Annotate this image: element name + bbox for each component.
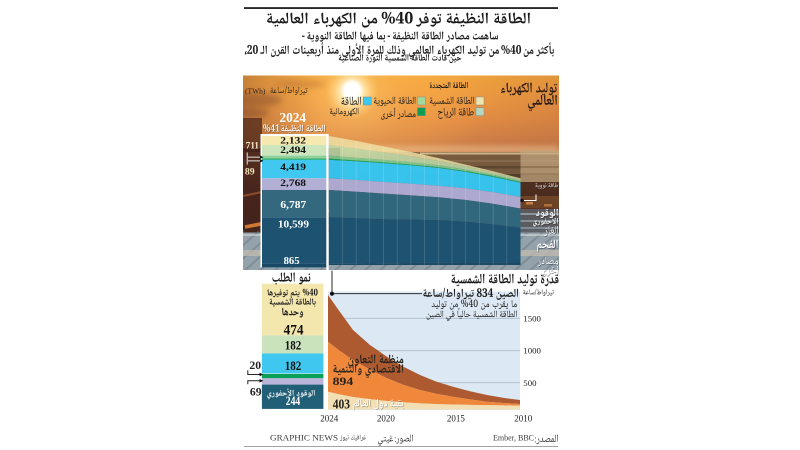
- svg-text:20: 20: [249, 360, 261, 372]
- svg-text:(TWh): (TWh): [245, 86, 266, 95]
- svg-text:182: 182: [285, 358, 302, 373]
- svg-text:4,419: 4,419: [280, 162, 306, 172]
- svg-text:89: 89: [245, 167, 255, 177]
- svg-text:1000: 1000: [523, 345, 541, 355]
- svg-text:865: 865: [284, 255, 300, 267]
- svg-text:403: 403: [333, 397, 350, 412]
- svg-text:2010: 2010: [514, 414, 533, 424]
- svg-text:2,768: 2,768: [280, 178, 306, 188]
- svg-text:2015: 2015: [447, 414, 466, 424]
- svg-text:10,599: 10,599: [278, 218, 310, 230]
- svg-text:244: 244: [286, 394, 301, 408]
- svg-text:2020: 2020: [377, 414, 396, 424]
- svg-text:474: 474: [284, 323, 304, 339]
- svg-text:2024: 2024: [320, 414, 339, 424]
- svg-text:711: 711: [246, 141, 260, 151]
- svg-text:GRAPHIC NEWS: GRAPHIC NEWS: [270, 434, 338, 443]
- svg-text:69: 69: [250, 387, 262, 399]
- svg-text:6,787: 6,787: [280, 199, 306, 211]
- svg-text:182: 182: [285, 337, 302, 352]
- svg-text:2024: 2024: [280, 110, 307, 125]
- svg-text:500: 500: [523, 378, 537, 388]
- svg-text:2,132: 2,132: [280, 136, 306, 146]
- svg-text:2,494: 2,494: [280, 145, 306, 155]
- svg-text:894: 894: [333, 374, 354, 388]
- svg-text:Ember, BBC: Ember, BBC: [493, 434, 534, 443]
- svg-text:1500: 1500: [523, 314, 541, 324]
